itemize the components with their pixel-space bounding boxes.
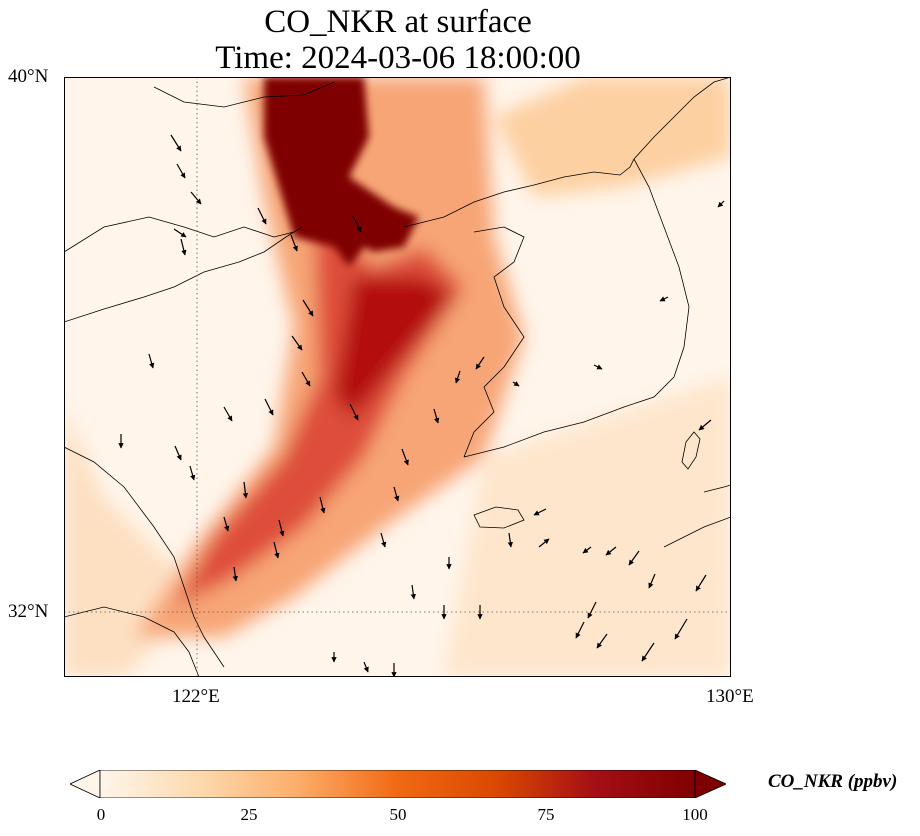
wind-arrow xyxy=(401,448,409,466)
wind-arrow xyxy=(605,546,617,556)
coast-korea-south xyxy=(463,158,690,458)
wind-arrow xyxy=(628,550,640,566)
wind-arrow xyxy=(223,406,233,422)
map-title: CO_NKR at surface xyxy=(264,4,532,40)
coast-jeju xyxy=(473,506,525,529)
wind-arrow xyxy=(173,228,187,238)
wind-arrow xyxy=(582,546,592,554)
colorbar-gradient xyxy=(99,770,696,798)
wind-arrow xyxy=(232,566,238,582)
wind-arrow xyxy=(593,364,603,370)
wind-arrow xyxy=(698,419,712,431)
graticule xyxy=(64,77,731,677)
wind-arrow xyxy=(674,618,688,640)
coast-korea-west xyxy=(403,77,731,228)
wind-arrow xyxy=(174,445,182,461)
wind-arrow xyxy=(257,207,267,225)
wind-arrow xyxy=(180,238,187,256)
colorbar-tick-0: 0 xyxy=(96,805,106,824)
map-frame xyxy=(64,77,731,677)
coast-china-east xyxy=(64,446,225,668)
wind-arrow xyxy=(587,601,597,619)
wind-arrow xyxy=(475,356,485,370)
colorbar-label: CO_NKR (ppbv) xyxy=(768,771,898,792)
colorbar-max-extension xyxy=(694,770,726,798)
coast-bohai-north xyxy=(153,81,335,108)
wind-vectors xyxy=(118,134,725,677)
wind-arrow xyxy=(695,574,707,592)
wind-arrow xyxy=(648,573,656,589)
wind-arrow xyxy=(223,516,230,532)
wind-arrow xyxy=(273,541,280,559)
colorbar-tick-100: 100 xyxy=(682,805,708,824)
coast-liaodong xyxy=(64,216,295,253)
wind-arrow xyxy=(242,481,249,499)
colorbar-tick-50: 50 xyxy=(389,805,407,824)
coast-japan-west xyxy=(663,484,731,548)
coast-yangtze-estuary xyxy=(64,606,200,677)
wind-arrow xyxy=(507,532,513,548)
concentration-field xyxy=(64,77,731,677)
wind-arrow xyxy=(302,299,314,317)
wind-arrow xyxy=(393,486,400,502)
wind-arrow xyxy=(349,403,359,421)
coast-shandong-peninsula xyxy=(64,226,303,323)
wind-arrow xyxy=(538,538,550,548)
colorbar-tick-75: 75 xyxy=(537,805,555,824)
wind-arrow xyxy=(659,296,669,302)
wind-arrow xyxy=(301,371,311,387)
wind-arrow xyxy=(596,633,608,649)
wind-arrow xyxy=(352,215,362,233)
wind-arrow xyxy=(410,584,416,600)
wind-arrow xyxy=(380,532,387,548)
field-southeast-low xyxy=(444,377,731,677)
colorbar xyxy=(70,770,726,798)
lon-label-130e: 130°E xyxy=(706,686,754,707)
map-time: Time: 2024-03-06 18:00:00 xyxy=(215,40,581,76)
wind-arrow xyxy=(291,335,303,351)
wind-arrow xyxy=(190,191,202,205)
lon-label-122e: 122°E xyxy=(172,686,220,707)
wind-arrow xyxy=(189,465,196,481)
wind-arrow xyxy=(433,408,440,424)
wind-arrow xyxy=(454,370,461,384)
co-concentration-map xyxy=(64,77,731,677)
lat-label-40n: 40°N xyxy=(8,66,49,87)
field-northeast-low xyxy=(494,77,731,197)
wind-arrow xyxy=(319,496,326,514)
wind-arrow xyxy=(717,200,725,208)
wind-arrow xyxy=(278,519,285,537)
wind-arrow xyxy=(176,163,186,179)
coastlines xyxy=(64,77,731,677)
wind-arrow xyxy=(264,398,274,416)
wind-arrow xyxy=(148,353,155,369)
wind-arrow xyxy=(533,508,547,516)
coast-tsushima xyxy=(681,431,701,470)
wind-arrow xyxy=(512,381,520,387)
plume-core xyxy=(264,77,419,267)
wind-arrow xyxy=(575,621,585,639)
colorbar-tick-25: 25 xyxy=(240,805,258,824)
field-plume-high xyxy=(334,277,454,417)
wind-arrow xyxy=(170,134,182,152)
lat-label-32n: 32°N xyxy=(8,601,49,622)
wind-arrow xyxy=(363,661,369,673)
colorbar-min-extension xyxy=(70,770,101,798)
wind-arrow xyxy=(290,234,298,252)
wind-arrow xyxy=(641,642,655,662)
coast-korea-south-west xyxy=(463,226,525,458)
